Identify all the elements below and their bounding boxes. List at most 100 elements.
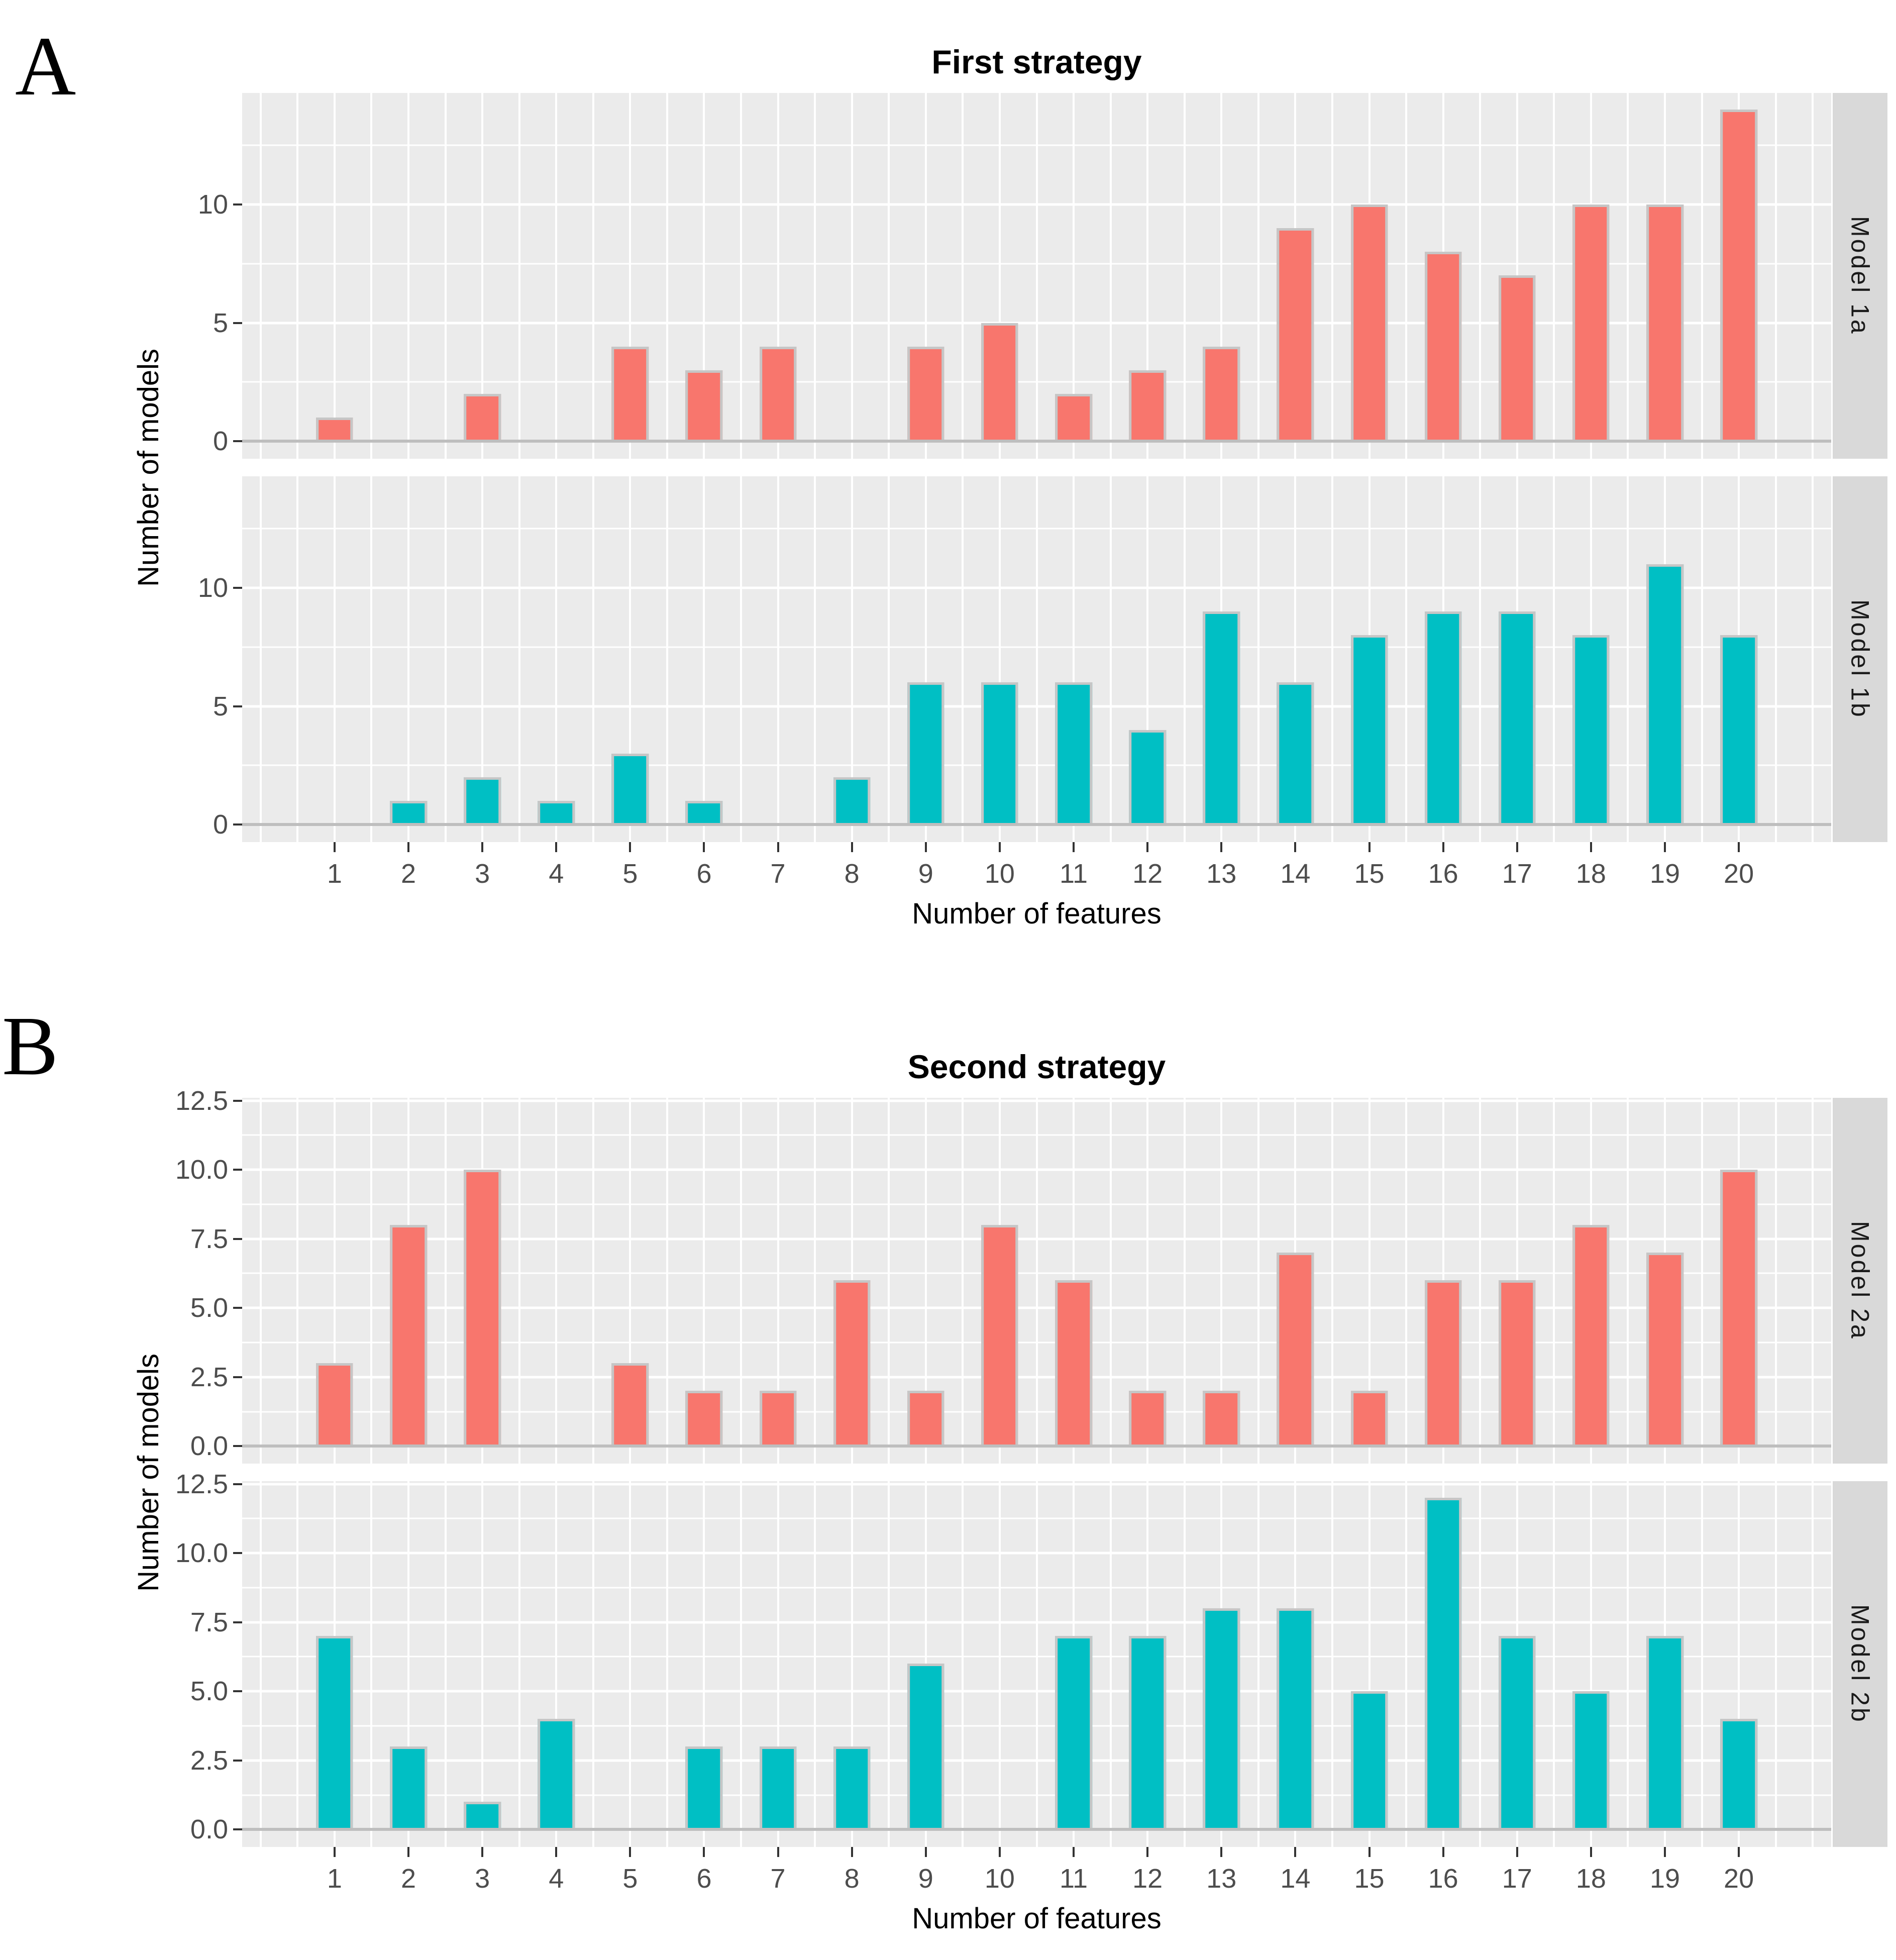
x-tick	[703, 842, 705, 852]
bar	[1055, 682, 1092, 825]
x-tick-label: 18	[1575, 859, 1606, 889]
bar	[907, 346, 944, 442]
vertical-gridline	[703, 476, 705, 842]
x-tick	[924, 842, 927, 852]
bar	[611, 1363, 649, 1447]
x-tick	[1516, 842, 1518, 852]
zero-baseline	[242, 1445, 1831, 1448]
bar	[464, 777, 501, 825]
vertical-gridline	[1627, 1098, 1629, 1464]
x-axis: 1 2 3 4 5 6 7 8 9 10 11 12 13 14 15 16 17 18 19 20	[242, 842, 1831, 890]
vertical-gridline	[1146, 1098, 1149, 1464]
x-tick-label: 13	[1206, 1864, 1237, 1894]
x-tick-label: 16	[1428, 859, 1458, 889]
bar	[1572, 1225, 1610, 1447]
y-tick	[233, 440, 242, 443]
vertical-gridline	[1294, 476, 1297, 842]
bar	[907, 682, 944, 825]
vertical-gridline	[259, 1481, 262, 1847]
bar	[1720, 635, 1757, 825]
bar	[685, 370, 723, 442]
vertical-gridline	[518, 476, 520, 842]
minor-gridline	[242, 528, 1831, 530]
vertical-gridline	[924, 1098, 927, 1464]
x-tick-label: 4	[549, 859, 564, 889]
facet-strip-label: Model 1a	[1846, 216, 1874, 336]
vertical-gridline	[444, 476, 447, 842]
x-tick	[777, 842, 779, 852]
vertical-gridline	[481, 1481, 484, 1847]
x-tick	[998, 842, 1001, 852]
y-tick	[233, 1099, 242, 1102]
vertical-gridline	[1774, 476, 1777, 842]
vertical-gridline	[703, 1098, 705, 1464]
vertical-gridline	[1331, 1098, 1333, 1464]
x-tick	[1146, 1847, 1149, 1857]
vertical-gridline	[1183, 1098, 1186, 1464]
bar	[1646, 564, 1683, 825]
y-tick	[233, 322, 242, 324]
bar	[685, 801, 723, 825]
x-tick	[1738, 842, 1740, 852]
vertical-gridline	[407, 1481, 409, 1847]
vertical-gridline	[481, 93, 484, 459]
vertical-gridline	[1035, 1481, 1038, 1847]
minor-gridline	[242, 1587, 1831, 1589]
bar	[1350, 1691, 1388, 1830]
y-axis-ticks: 0 5 10	[171, 93, 242, 459]
major-gridline	[242, 586, 1831, 589]
x-tick-label: 7	[770, 1864, 786, 1894]
vertical-gridline	[740, 1481, 743, 1847]
vertical-gridline	[1590, 1481, 1592, 1847]
vertical-gridline	[1479, 476, 1482, 842]
vertical-gridline	[666, 1098, 668, 1464]
bar	[1498, 1280, 1536, 1447]
y-axis-title: Number of models	[132, 1353, 165, 1592]
vertical-gridline	[259, 93, 262, 459]
y-tick	[233, 705, 242, 707]
x-axis-title: Number of features	[912, 897, 1162, 930]
facet-panel	[242, 93, 1831, 459]
vertical-gridline	[1627, 476, 1629, 842]
vertical-gridline	[1553, 1098, 1555, 1464]
facet-panel	[242, 1098, 1831, 1464]
vertical-gridline	[1220, 1098, 1223, 1464]
x-tick-label: 17	[1502, 1864, 1532, 1894]
x-tick-label: 16	[1428, 1864, 1458, 1894]
y-axis-title: Number of models	[132, 348, 165, 587]
bar	[1277, 682, 1314, 825]
vertical-gridline	[629, 476, 631, 842]
vertical-gridline	[998, 1481, 1001, 1847]
vertical-gridline	[1073, 476, 1075, 842]
bar	[390, 801, 427, 825]
bar	[907, 1664, 944, 1830]
x-axis: 1 2 3 4 5 6 7 8 9 10 11 12 13 14 15 16 17 18 19 20	[242, 1847, 1831, 1895]
x-tick	[1590, 842, 1592, 852]
x-tick	[1442, 842, 1444, 852]
vertical-gridline	[1405, 476, 1408, 842]
minor-gridline	[242, 381, 1831, 383]
vertical-gridline	[444, 1481, 447, 1847]
x-tick-label: 7	[770, 859, 786, 889]
y-tick	[233, 1445, 242, 1448]
vertical-gridline	[1701, 476, 1703, 842]
vertical-gridline	[1257, 1098, 1259, 1464]
x-tick-label: 2	[400, 859, 416, 889]
major-gridline	[242, 1376, 1831, 1379]
vertical-gridline	[296, 93, 299, 459]
x-tick	[1590, 1847, 1592, 1857]
facet-panel	[242, 476, 1831, 842]
vertical-gridline	[1073, 93, 1075, 459]
vertical-gridline	[888, 1481, 890, 1847]
minor-gridline	[242, 263, 1831, 265]
vertical-gridline	[1109, 1098, 1112, 1464]
bar	[1129, 730, 1166, 825]
bar	[981, 1225, 1018, 1447]
x-tick	[407, 842, 409, 852]
y-tick	[233, 1690, 242, 1693]
major-gridline	[242, 705, 1831, 708]
bar	[759, 1746, 797, 1830]
y-tick	[233, 823, 242, 826]
x-tick	[1220, 842, 1223, 852]
plot-title: First strategy	[931, 43, 1142, 80]
